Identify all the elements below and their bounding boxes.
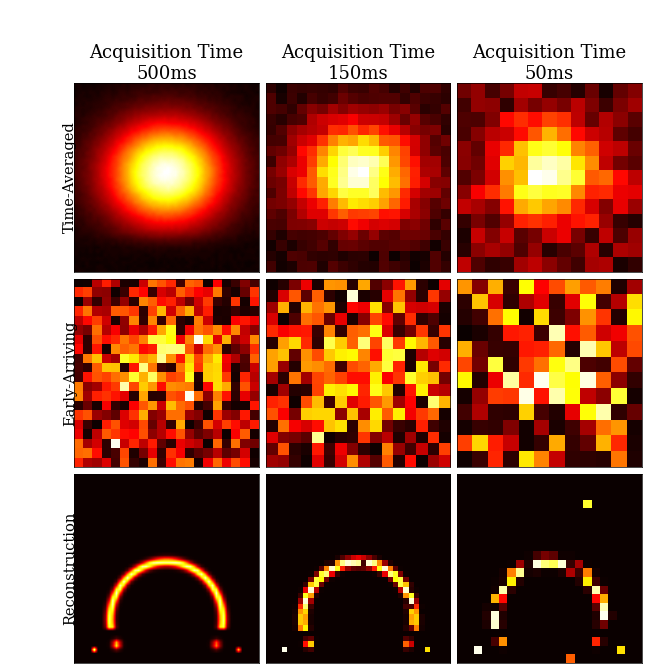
Y-axis label: Time-Averaged: Time-Averaged	[63, 122, 77, 234]
Y-axis label: Reconstruction: Reconstruction	[63, 511, 77, 625]
Title: Acquisition Time
500ms: Acquisition Time 500ms	[90, 44, 244, 83]
Title: Acquisition Time
50ms: Acquisition Time 50ms	[472, 44, 626, 83]
Y-axis label: Early-Arriving: Early-Arriving	[63, 320, 77, 426]
Title: Acquisition Time
150ms: Acquisition Time 150ms	[281, 44, 435, 83]
